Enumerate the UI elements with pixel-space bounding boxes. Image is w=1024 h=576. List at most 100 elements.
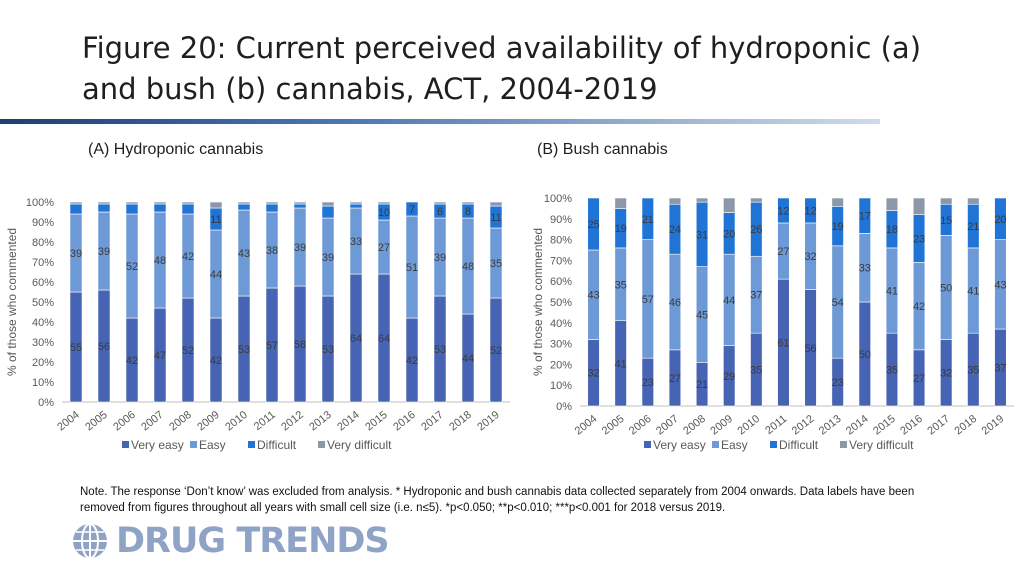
- data-label: 55: [70, 342, 82, 354]
- bar-very-difficult-2014: [349, 201, 363, 205]
- y-tick-label: 30%: [32, 337, 54, 349]
- data-label: 43: [238, 248, 250, 260]
- x-tick-label: 2010: [735, 413, 762, 438]
- data-label: 50: [940, 282, 952, 294]
- y-tick-label: 40%: [32, 317, 54, 329]
- data-label: 23: [913, 234, 925, 246]
- data-label: 43: [587, 290, 599, 302]
- bar-difficult-2008: [181, 203, 195, 215]
- bar-difficult-2013: [321, 205, 335, 219]
- x-tick-label: 2009: [708, 413, 735, 438]
- x-tick-label: 2013: [817, 413, 844, 438]
- data-label: 57: [266, 340, 278, 352]
- y-tick-label: 70%: [550, 255, 572, 267]
- bar-very-difficult-2015: [377, 201, 391, 205]
- data-label: 44: [210, 269, 222, 281]
- data-label: 27: [913, 373, 925, 385]
- legend-label: Difficult: [779, 438, 819, 452]
- x-tick-label: 2011: [763, 413, 789, 437]
- legend-label: Very easy: [131, 438, 184, 452]
- data-label: 11: [210, 214, 221, 226]
- data-label: 53: [322, 344, 334, 356]
- x-tick-label: 2014: [335, 409, 362, 434]
- data-label: 56: [98, 341, 110, 353]
- data-label: 17: [859, 211, 871, 223]
- x-tick-label: 2008: [681, 413, 708, 438]
- x-tick-label: 2018: [952, 413, 979, 438]
- x-tick-label: 2017: [419, 409, 446, 434]
- data-label: 48: [154, 255, 166, 267]
- legend-swatch-very-easy: [644, 441, 651, 448]
- y-tick-label: 0%: [556, 401, 572, 413]
- bar-difficult-2016: [405, 201, 419, 217]
- y-tick-label: 10%: [32, 377, 54, 389]
- bar-difficult-2011: [777, 197, 790, 224]
- y-tick-label: 100%: [544, 193, 572, 205]
- data-label: 20: [723, 228, 735, 240]
- bar-difficult-2019: [994, 197, 1007, 240]
- bar-difficult-2004: [69, 203, 83, 215]
- drug-trends-logo: DRUG TRENDS: [70, 521, 390, 561]
- data-label: 23: [832, 377, 844, 389]
- legend-label: Very difficult: [327, 438, 392, 452]
- x-tick-label: 2013: [307, 409, 334, 434]
- y-tick-label: 0%: [38, 397, 54, 409]
- bar-very-difficult-2010: [750, 197, 763, 203]
- data-label: 29: [723, 371, 735, 383]
- y-tick-label: 90%: [32, 217, 54, 229]
- data-label: 37: [750, 290, 762, 302]
- data-label: 21: [696, 379, 708, 391]
- legend-swatch-very-difficult: [318, 441, 325, 448]
- chart-b-bush: 0% 10% 20% 30% 40% 50% 60% 70% 80% 90% 100% % of th…: [531, 193, 1014, 452]
- data-label: 24: [669, 224, 681, 236]
- bar-difficult-2012: [804, 197, 817, 224]
- x-tick-label: 2015: [871, 413, 898, 438]
- bar-difficult-2014: [858, 197, 871, 234]
- bar-difficult-2005: [97, 203, 111, 213]
- bar-very-difficult-2006: [125, 201, 139, 205]
- y-tick-label: 40%: [550, 318, 572, 330]
- bar-very-difficult-2017: [433, 201, 447, 205]
- bar-very-difficult-2013: [321, 201, 335, 207]
- data-label: 44: [462, 353, 474, 365]
- bar-very-difficult-2009: [723, 197, 736, 213]
- data-label: 35: [886, 365, 898, 377]
- legend-label: Very easy: [653, 438, 706, 452]
- x-tick-label: 2004: [55, 409, 82, 434]
- y-tick-label: 50%: [550, 297, 572, 309]
- bar-very-difficult-2009: [209, 201, 223, 209]
- x-tick-label: 2008: [167, 409, 194, 434]
- bar-very-difficult-2015: [885, 197, 899, 211]
- x-tick-label: 2015: [363, 409, 390, 434]
- data-label: 39: [294, 242, 306, 254]
- data-label: 7: [409, 204, 415, 216]
- data-label: 53: [434, 344, 446, 356]
- data-label: 20: [994, 214, 1006, 226]
- globe-icon: [73, 523, 107, 559]
- page-title: Figure 20: Current perceived availabilit…: [82, 31, 922, 106]
- x-tick-label: 2012: [279, 409, 306, 434]
- bar-very-difficult-2016: [912, 197, 926, 215]
- data-label: 37: [994, 363, 1006, 375]
- data-label: 33: [859, 263, 871, 275]
- data-label: 6: [437, 206, 443, 218]
- x-tick-label: 2010: [223, 409, 250, 434]
- x-tick-label: 2011: [252, 409, 278, 433]
- bar-difficult-2004: [587, 197, 600, 251]
- legend-label: Easy: [721, 438, 748, 452]
- data-label: 57: [642, 294, 654, 306]
- bar-very-difficult-2008: [695, 197, 709, 203]
- data-label: 42: [126, 355, 138, 367]
- data-label: 12: [804, 205, 816, 217]
- bar-difficult-2007: [153, 203, 167, 213]
- data-label: 33: [350, 236, 362, 248]
- y-tick-label: 70%: [32, 257, 54, 269]
- data-label: 53: [238, 344, 250, 356]
- data-label: 18: [886, 224, 898, 236]
- data-label: 38: [266, 245, 278, 257]
- x-tick-label: 2014: [844, 413, 871, 438]
- x-tick-label: 2005: [600, 413, 627, 438]
- bar-very-difficult-2013: [831, 197, 844, 207]
- y-tick-label: 100%: [26, 197, 54, 209]
- data-label: 54: [832, 297, 844, 309]
